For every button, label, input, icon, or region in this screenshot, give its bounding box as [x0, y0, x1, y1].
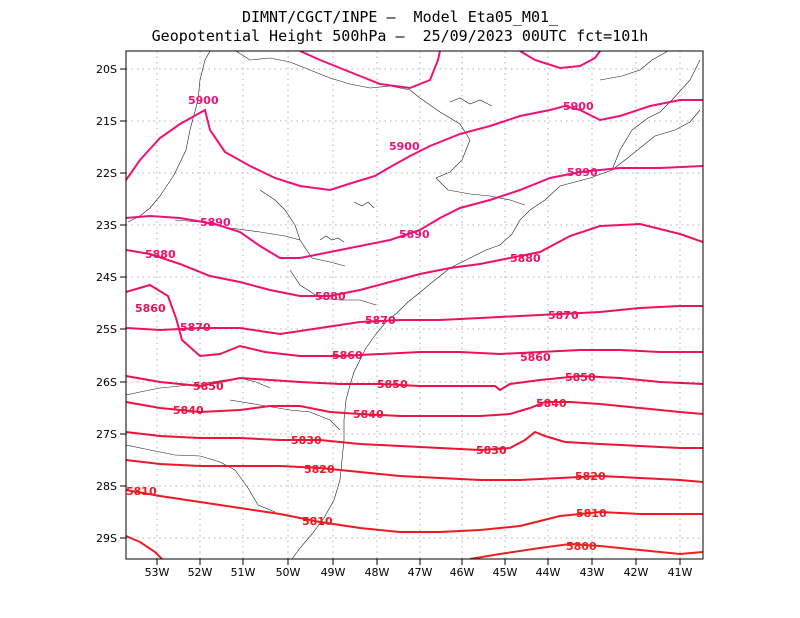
lat-label: 26S — [96, 376, 117, 389]
lat-label: 23S — [96, 219, 117, 232]
contour-5870-a — [126, 283, 703, 358]
coastline — [291, 59, 701, 559]
contour-label: 5860 — [520, 351, 551, 364]
contour-label: 5810 — [576, 507, 607, 520]
lat-label: 24S — [96, 271, 117, 284]
contour-5900-north — [299, 51, 441, 90]
state-border-es — [611, 109, 701, 171]
geography — [126, 51, 701, 559]
contour-label: 5840 — [536, 397, 567, 410]
contour-label: 5810 — [126, 485, 157, 498]
lat-label: 29S — [96, 532, 117, 545]
contour-5830-a — [126, 430, 703, 452]
country-border-arg — [126, 377, 271, 396]
contour-label: 5860 — [332, 349, 363, 362]
lake-itaipu — [319, 235, 345, 243]
lat-labels: 20S 21S 22S 23S 24S 25S 26S 27S 28S 29S — [96, 63, 117, 545]
contour-label: 5870 — [365, 314, 396, 327]
contour-5870-b — [126, 305, 703, 336]
plot-frame — [125, 50, 704, 560]
map-title-line2: Geopotential Height 500hPa – 25/09/2023 … — [151, 27, 649, 45]
contour-label: 5850 — [565, 371, 596, 384]
lon-label: 52W — [188, 566, 213, 579]
contour-5900-ne — [519, 51, 601, 70]
lat-label: 28S — [96, 480, 117, 493]
state-border-pr-sp — [259, 189, 301, 241]
contour-label: 5840 — [173, 404, 204, 417]
contour-label: 5820 — [304, 463, 335, 476]
contour-label: 5890 — [567, 166, 598, 179]
state-border-sc-rs — [229, 399, 341, 431]
lon-label: 48W — [365, 566, 390, 579]
lon-label: 53W — [145, 566, 170, 579]
lon-axis — [156, 559, 681, 565]
contour-5880-a — [126, 222, 703, 297]
contour-5810-a — [126, 489, 703, 533]
contour-lines — [126, 51, 703, 559]
contour-label: 5830 — [291, 434, 322, 447]
contour-label: 5880 — [510, 252, 541, 265]
contour-label: 5850 — [193, 380, 224, 393]
contour-5900-west — [126, 99, 703, 192]
lat-axis — [120, 68, 126, 539]
lon-label: 47W — [408, 566, 433, 579]
lat-lon-grid — [126, 51, 703, 559]
state-border-pr-sc — [289, 269, 377, 306]
state-border-mg-es — [599, 51, 669, 81]
lon-label: 50W — [276, 566, 301, 579]
contour-5800-b — [469, 542, 703, 559]
contour-label: 5890 — [200, 216, 231, 229]
lat-label: 20S — [96, 63, 117, 76]
contour-labels: 5900 5900 5900 5890 5890 5890 5880 5880 … — [126, 94, 607, 553]
lat-label: 27S — [96, 428, 117, 441]
lat-label: 21S — [96, 115, 117, 128]
contour-5840-a — [126, 401, 703, 417]
lon-labels: 53W 52W 51W 50W 49W 48W 47W 46W 45W 44W … — [145, 566, 693, 579]
contour-label: 5900 — [389, 140, 420, 153]
contour-label: 5900 — [188, 94, 219, 107]
map-title-line1: DIMNT/CGCT/INPE – Model Eta05_M01_ — [241, 8, 559, 26]
lon-label: 45W — [493, 566, 518, 579]
contour-label: 5870 — [180, 321, 211, 334]
contour-label: 5880 — [145, 248, 176, 261]
state-border-rj — [435, 177, 526, 206]
lat-label: 22S — [96, 167, 117, 180]
contour-label: 5900 — [563, 100, 594, 113]
country-border-uru — [126, 444, 276, 513]
state-border-sp-mg — [127, 51, 211, 223]
lon-label: 43W — [580, 566, 605, 579]
contour-label: 5800 — [566, 540, 597, 553]
contour-label: 5870 — [548, 309, 579, 322]
lon-label: 51W — [231, 566, 256, 579]
contour-5800-a — [126, 535, 163, 559]
contour-5890-a — [126, 165, 703, 259]
contour-label: 5890 — [399, 228, 430, 241]
contour-label: 5830 — [476, 444, 507, 457]
contour-label: 5810 — [302, 515, 333, 528]
contour-label: 5820 — [575, 470, 606, 483]
contour-label: 5880 — [315, 290, 346, 303]
lon-label: 41W — [668, 566, 693, 579]
contour-label: 5850 — [377, 378, 408, 391]
lon-label: 42W — [624, 566, 649, 579]
contour-5820-a — [126, 459, 703, 483]
contour-label: 5840 — [353, 408, 384, 421]
lake-furnas — [449, 97, 493, 107]
lat-label: 25S — [96, 323, 117, 336]
lake-tres-marias — [353, 201, 375, 209]
lon-label: 49W — [321, 566, 346, 579]
contour-label: 5860 — [135, 302, 166, 315]
lon-label: 46W — [450, 566, 475, 579]
contour-5850-a — [126, 374, 703, 392]
lon-label: 44W — [536, 566, 561, 579]
